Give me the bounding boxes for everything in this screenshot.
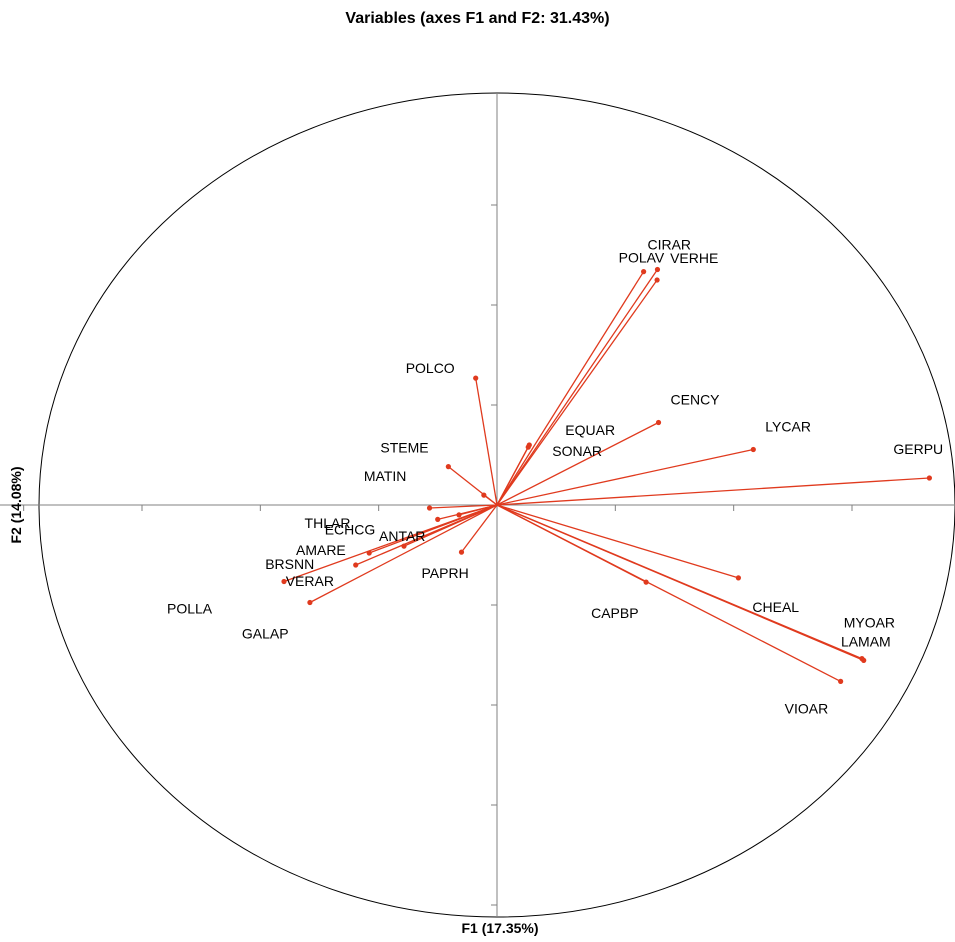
label-myoar: MYOAR: [844, 614, 895, 630]
label-cency: CENCY: [671, 392, 721, 408]
point-polav: [641, 269, 647, 275]
point-capbp: [643, 579, 649, 585]
vector-cheal: [496, 504, 739, 579]
point-gerpu: [926, 475, 932, 481]
chart-title: Variables (axes F1 and F2: 31.43%): [345, 10, 610, 27]
label-equar: EQUAR: [565, 422, 615, 438]
vector-galap: [309, 504, 498, 604]
label-brsnn: BRSNN: [265, 556, 314, 572]
vector-verhe: [496, 279, 658, 506]
point-cency: [655, 419, 662, 426]
point-vioar: [838, 678, 844, 685]
point-amare: [401, 543, 407, 549]
x-axis-label: F1 (17.35%): [461, 920, 539, 936]
point-verar: [353, 562, 359, 568]
vector-paprh: [460, 504, 498, 553]
variable-points: [281, 266, 932, 685]
label-paprh: PAPRH: [422, 565, 469, 581]
vector-verar: [355, 504, 498, 566]
label-galap: GALAP: [242, 626, 289, 642]
label-lycar: LYCAR: [765, 419, 811, 435]
label-antar: ANTAR: [379, 528, 425, 544]
point-matin: [481, 492, 487, 498]
point-cheal: [735, 575, 742, 581]
point-polco: [473, 375, 479, 381]
point-cirar: [654, 266, 661, 273]
label-verhe: VERHE: [670, 250, 718, 266]
label-vioar: VIOAR: [785, 700, 829, 716]
vector-gerpu: [496, 477, 930, 506]
point-steme: [445, 464, 451, 470]
label-verar: VERAR: [286, 573, 334, 589]
label-polla: POLLA: [167, 601, 213, 617]
point-galap: [307, 599, 313, 606]
point-polla: [281, 578, 287, 585]
point-lycar: [750, 446, 756, 453]
label-lamam: LAMAM: [841, 634, 891, 650]
label-capbp: CAPBP: [591, 605, 638, 621]
y-axis-label: F2 (14.08%): [8, 466, 24, 544]
axis-ticks: [23, 204, 853, 906]
label-echcg: ECHCG: [325, 521, 376, 537]
point-verhe: [654, 277, 660, 283]
vector-polav: [496, 271, 645, 506]
vector-matin: [483, 494, 498, 506]
label-polav: POLAV: [619, 250, 665, 266]
variable-vectors: [283, 269, 930, 682]
vector-cency: [496, 421, 659, 506]
label-amare: AMARE: [296, 542, 346, 558]
point-brsnn: [366, 550, 372, 556]
point-paprh: [458, 549, 465, 555]
label-gerpu: GERPU: [893, 441, 943, 457]
point-antar: [456, 512, 462, 518]
vector-polco: [475, 377, 498, 506]
label-cheal: CHEAL: [752, 599, 799, 615]
label-polco: POLCO: [406, 360, 455, 376]
vector-sonar: [496, 446, 529, 506]
label-sonar: SONAR: [552, 443, 602, 459]
point-lamam: [859, 656, 865, 662]
vector-lycar: [496, 448, 754, 506]
vector-cirar: [496, 269, 658, 506]
label-thlar: THLAR: [305, 515, 351, 531]
point-thlar: [426, 505, 433, 511]
vector-lamam: [496, 504, 863, 660]
point-sonar: [525, 444, 531, 450]
vector-vioar: [496, 504, 841, 682]
label-cirar: CIRAR: [647, 237, 691, 253]
label-steme: STEME: [380, 440, 428, 456]
label-matin: MATIN: [364, 468, 407, 484]
point-echcg: [435, 516, 441, 523]
vector-thlar: [429, 504, 498, 509]
vector-polla: [283, 504, 498, 583]
